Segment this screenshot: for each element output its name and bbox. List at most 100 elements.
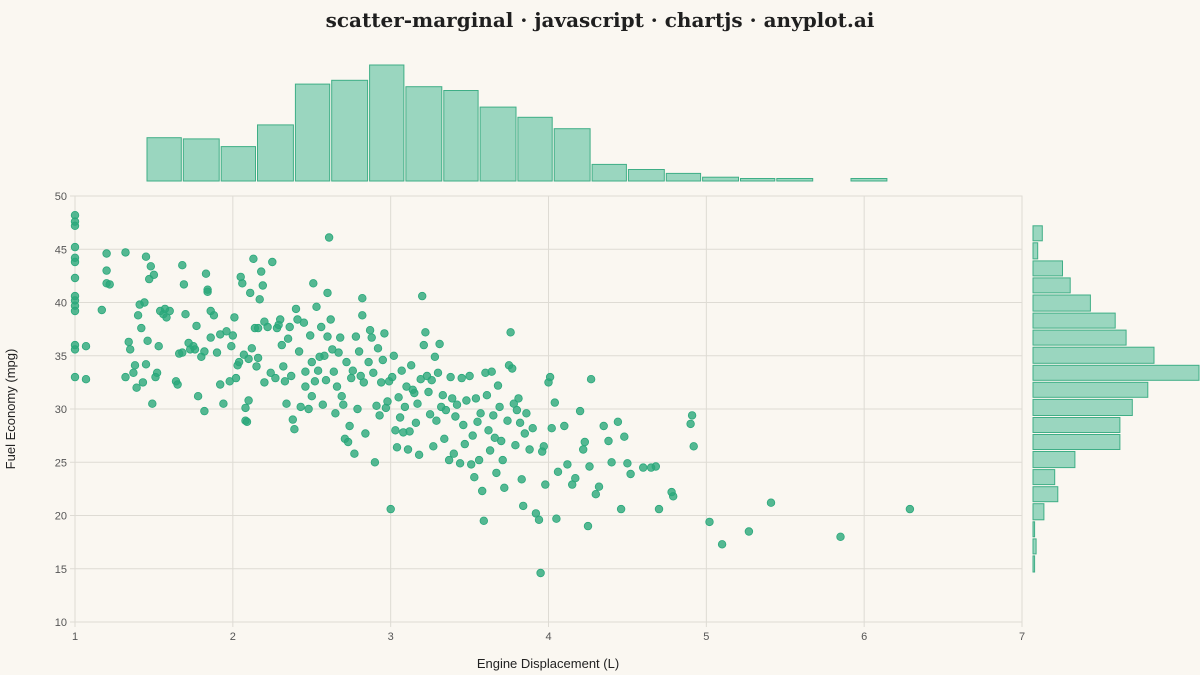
scatter-point [336,333,345,342]
scatter-point [124,337,133,347]
scatter-point [143,336,152,345]
scatter-point [358,294,367,303]
scatter-point [294,347,304,356]
scatter-point [403,445,413,454]
scatter-point [583,521,593,531]
scatter-point [70,242,80,252]
scatter-point [154,342,163,351]
scatter-point [616,504,626,514]
scatter-point [397,366,406,375]
scatter-point [575,406,585,416]
scatter-point [687,411,697,420]
scatter-point [351,332,361,341]
histogram-bar-y [1032,329,1127,346]
scatter-point [296,402,305,412]
scatter-point [367,333,376,342]
scatter-point [411,418,421,427]
scatter-point [613,417,623,426]
scatter-point [369,368,378,377]
histogram-bar-x [220,146,256,182]
scatter-point [482,391,492,400]
histogram-bar-y [1032,242,1039,260]
scatter-point [432,416,441,425]
scatter-point [487,367,496,376]
scatter-point [476,409,485,418]
scatter-point [121,372,130,382]
scatter-point [234,357,244,367]
scatter-point [141,360,151,369]
scatter-point [263,322,272,332]
scatter-point [307,392,316,401]
scatter-point [471,394,481,403]
scatter-point [321,376,331,385]
scatter-point [331,409,340,418]
scatter-point [495,402,504,412]
scatter-point [836,532,845,541]
scatter-point [345,421,354,431]
x-tick-label: 6 [861,631,867,643]
scatter-point [425,410,435,419]
scatter-point [470,473,479,482]
scatter-point [279,362,288,371]
scatter-point [639,463,648,472]
scatter-point [253,323,263,333]
scatter-point [178,348,187,357]
scatter-point [81,375,91,384]
histogram-bar-x [665,172,702,182]
scatter-point [500,483,509,492]
scatter-point [149,270,159,279]
scatter-point [418,291,427,301]
scatter-point [468,431,477,440]
scatter-point [407,361,416,370]
histogram-bar-y [1032,294,1091,312]
scatter-point [457,373,466,383]
scatter-point [395,413,405,422]
scatter-point [200,406,209,416]
scatter-point [317,322,326,332]
scatter-point [905,504,915,514]
scatter-point [599,421,608,431]
scatter-point [201,269,211,278]
y-axis-label: Fuel Economy (mpg) [3,349,18,470]
scatter-point [705,517,714,527]
scatter-point [455,459,465,468]
scatter-point [190,345,200,354]
y-tick-label: 25 [55,457,67,469]
scatter-point [492,468,501,478]
histogram-bar-x [443,90,479,182]
scatter-point [141,252,151,261]
scatter-point [547,424,556,433]
top-marginal-histogram [146,64,888,182]
y-tick-label: 35 [55,351,67,363]
scatter-point [594,482,604,491]
scatter-point [310,377,320,386]
histogram-bar-x [850,178,888,182]
scatter-point [585,462,594,471]
scatter-point [323,288,332,298]
y-tick-label: 45 [55,244,67,256]
scatter-point [405,427,414,436]
scatter-point [271,373,280,383]
scatter-point [689,442,698,451]
scatter-point [669,492,678,501]
scatter-point [231,373,241,383]
y-tick-label: 10 [55,617,67,629]
scatter-point [130,361,140,370]
x-tick-label: 4 [545,631,551,643]
scatter-point [323,332,332,341]
scatter-point [528,424,537,433]
scatter-point [105,280,114,289]
scatter-point [282,399,291,408]
scatter-point [258,281,267,290]
scatter-point [380,329,389,338]
scatter-point [138,378,148,387]
scatter-point [257,267,266,276]
scatter-point [165,306,174,316]
scatter-point [479,516,488,525]
scatter-point [358,311,367,320]
scatter-point [70,306,80,316]
scatter-point [276,315,285,324]
scatter-point [467,460,476,469]
scatter-point [70,345,80,354]
scatter-point [473,417,482,426]
